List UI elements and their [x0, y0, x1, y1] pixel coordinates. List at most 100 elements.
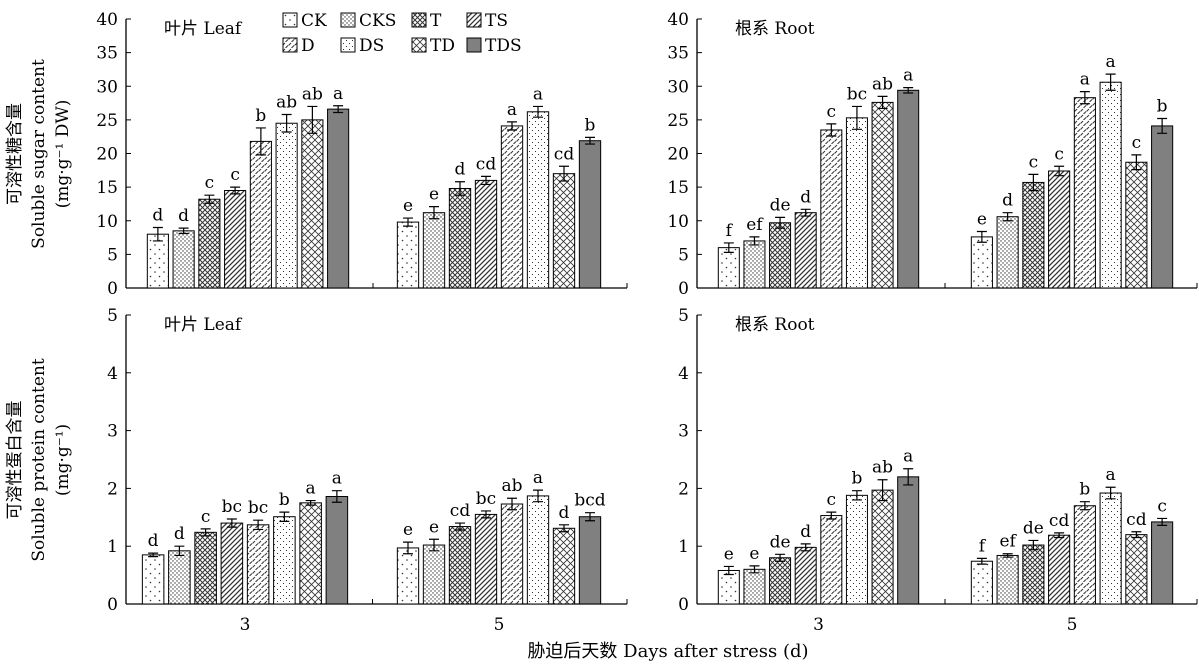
bar-ck: [396, 547, 420, 605]
significance-letter: ab: [302, 84, 323, 104]
error-bar: [851, 105, 862, 130]
error-bar: [255, 127, 266, 156]
error-bar: [152, 226, 163, 242]
error-bar: [429, 538, 439, 552]
bar-ck: [970, 236, 993, 289]
error-bar: [775, 216, 786, 229]
error-bar: [1157, 517, 1168, 526]
significance-letter: ab: [276, 92, 297, 112]
error-bar: [800, 543, 811, 552]
bar-ck: [146, 233, 169, 289]
bar-tds: [578, 140, 602, 289]
legend-label: TD: [430, 36, 455, 56]
significance-letter: f: [726, 221, 734, 241]
significance-letter: a: [903, 447, 913, 467]
bar-t: [194, 531, 217, 605]
error-bar: [1131, 154, 1142, 171]
legend-label: CKS: [359, 11, 396, 31]
error-bar: [333, 105, 344, 114]
bar-ck: [717, 247, 740, 289]
significance-letter: b: [851, 469, 862, 489]
error-bar: [403, 217, 413, 227]
bar-ds: [273, 516, 296, 605]
error-bar: [507, 497, 517, 511]
significance-letter: ab: [872, 458, 893, 478]
error-bar: [903, 86, 914, 94]
y-axis-label-protein-unit: (mg·g⁻¹): [53, 424, 73, 496]
y-tick-label: 25: [667, 111, 689, 131]
error-bar: [976, 557, 987, 565]
y-tick-label: 10: [667, 212, 689, 232]
significance-letter: a: [903, 66, 913, 86]
error-bar: [749, 565, 760, 574]
significance-letter: de: [770, 532, 791, 552]
significance-letter: d: [800, 522, 811, 542]
bar-tds: [1151, 125, 1174, 289]
significance-letter: bcd: [574, 491, 605, 511]
y-axis-label-protein-cn: 可溶性蛋白含量: [5, 401, 25, 520]
error-bar: [533, 489, 543, 503]
y-tick-label: 5: [107, 245, 118, 265]
bar-td: [552, 527, 576, 605]
legend-swatch-td: [411, 37, 427, 53]
y-tick-label: 5: [107, 306, 118, 326]
significance-letter: c: [1132, 133, 1142, 153]
y-tick-label: 15: [96, 178, 118, 198]
significance-letter: d: [559, 503, 570, 523]
significance-letter: de: [770, 195, 791, 215]
significance-letter: b: [1079, 480, 1090, 500]
bar-cks: [996, 216, 1019, 289]
error-bar: [307, 105, 318, 134]
error-bar: [481, 175, 491, 186]
bar-t: [448, 187, 472, 289]
bar-cks: [743, 568, 766, 605]
bar-ck: [396, 221, 420, 289]
error-bar: [226, 518, 237, 528]
legend: CK CKS T TS D DS TD TDS: [282, 11, 522, 56]
significance-letter: a: [1106, 465, 1116, 485]
bar-t: [1022, 181, 1045, 289]
error-bar: [331, 490, 342, 503]
bar-ts: [794, 212, 817, 289]
significance-letter: e: [724, 544, 734, 564]
error-bar: [507, 121, 517, 131]
significance-letter: ab: [501, 476, 522, 496]
error-bar: [851, 490, 862, 501]
significance-letter: a: [533, 84, 543, 104]
error-bar: [826, 123, 837, 137]
error-bar: [559, 165, 569, 182]
bar-d: [500, 503, 524, 605]
significance-letter: b: [279, 490, 290, 510]
legend-label: T: [430, 11, 442, 31]
significance-letter: c: [827, 490, 837, 510]
y-tick-label: 0: [678, 279, 689, 299]
bar-ds: [845, 494, 868, 605]
significance-letter: c: [1054, 144, 1064, 164]
bar-d: [1073, 505, 1096, 605]
error-bar: [148, 552, 159, 558]
y-tick-label: 40: [667, 10, 689, 30]
significance-letter: a: [507, 100, 517, 120]
y-tick-label: 2: [107, 479, 118, 499]
error-bar: [200, 528, 211, 537]
significance-letter: cd: [450, 501, 471, 521]
bar-ts: [1048, 170, 1071, 289]
error-bar: [826, 511, 837, 520]
panel-label: 叶片 Leaf: [164, 315, 243, 335]
significance-letter: b: [1157, 97, 1168, 117]
error-bar: [1157, 117, 1168, 134]
bar-td: [299, 502, 322, 605]
error-bar: [749, 236, 760, 246]
error-bar: [585, 512, 595, 522]
bar-cks: [743, 240, 766, 289]
y-tick-label: 40: [96, 10, 118, 30]
error-bar: [903, 468, 914, 486]
error-bar: [533, 105, 543, 118]
bar-td: [871, 101, 894, 289]
error-bar: [403, 541, 413, 555]
y-tick-label: 15: [667, 178, 689, 198]
bar-t: [1022, 544, 1045, 605]
error-bar: [1131, 531, 1142, 539]
